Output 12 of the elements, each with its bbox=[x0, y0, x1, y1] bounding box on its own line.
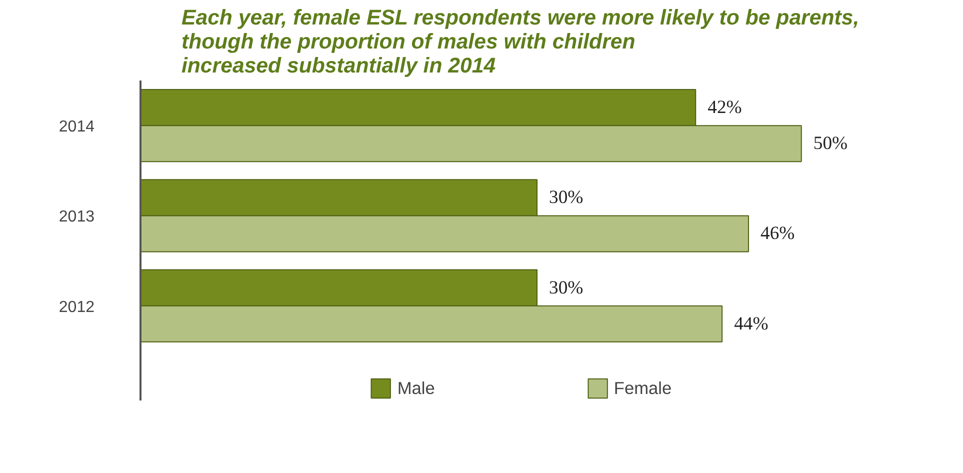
y-tick-label: 2012 bbox=[58, 298, 95, 316]
legend-label: Male bbox=[397, 378, 435, 398]
y-tick-label: 2013 bbox=[58, 208, 95, 226]
data-label: 30% bbox=[549, 277, 584, 298]
data-label: 46% bbox=[760, 223, 795, 244]
legend-label: Female bbox=[614, 378, 672, 398]
data-label: 42% bbox=[708, 97, 742, 118]
data-label: 30% bbox=[549, 187, 584, 208]
chart-title: Each year, female ESL respondents were more likely to be parents, though the proportion of males with children increased substantially in 2014 bbox=[181, 6, 860, 78]
data-label: 44% bbox=[734, 313, 768, 334]
y-tick-label: 2014 bbox=[58, 118, 95, 136]
data-label: 50% bbox=[813, 133, 848, 154]
